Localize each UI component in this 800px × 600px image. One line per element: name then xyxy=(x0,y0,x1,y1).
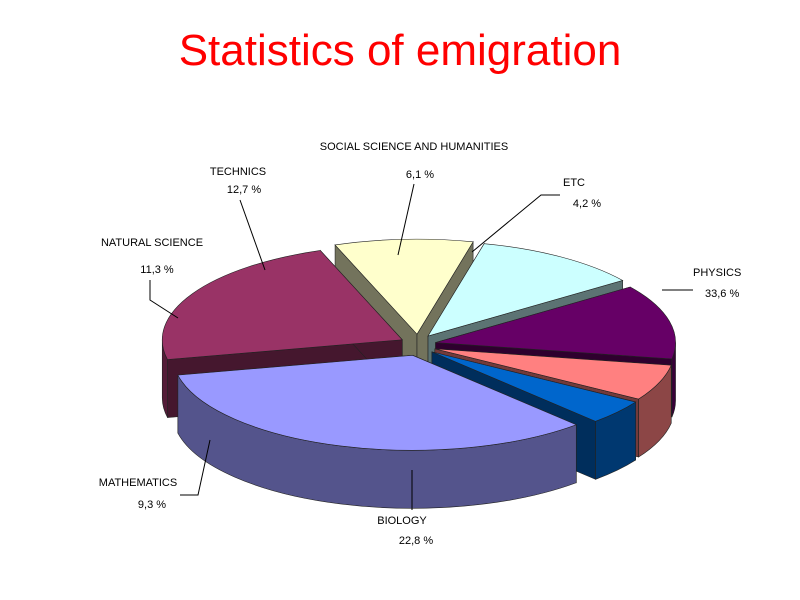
label-technics: TECHNICS xyxy=(210,166,266,178)
value-natural-science: 11,3 % xyxy=(140,264,174,276)
leader-line-natural-science xyxy=(149,280,179,319)
label-etc: ETC xyxy=(563,177,585,189)
value-technics: 12,7 % xyxy=(227,184,261,196)
label-mathematics: MATHEMATICS xyxy=(99,477,177,489)
value-etc: 4,2 % xyxy=(573,198,601,210)
value-social-science-and-humanities: 6,1 % xyxy=(406,169,434,181)
leader-line-etc xyxy=(471,194,560,253)
slice-physics xyxy=(177,354,578,509)
label-biology: BIOLOGY xyxy=(377,515,427,527)
leader-line-social-science-and-humanities xyxy=(397,183,415,256)
chart-title: Statistics of emigration xyxy=(178,26,622,75)
value-biology: 22,8 % xyxy=(399,535,433,547)
leader-line-mathematics xyxy=(180,439,211,496)
value-physics: 33,6 % xyxy=(705,288,739,300)
leader-line-technics xyxy=(239,199,266,271)
label-social-science-and-humanities: SOCIAL SCIENCE AND HUMANITIES xyxy=(320,141,508,153)
label-physics: PHYSICS xyxy=(693,267,741,279)
value-mathematics: 9,3 % xyxy=(138,499,166,511)
label-natural-science: NATURAL SCIENCE xyxy=(101,237,203,249)
